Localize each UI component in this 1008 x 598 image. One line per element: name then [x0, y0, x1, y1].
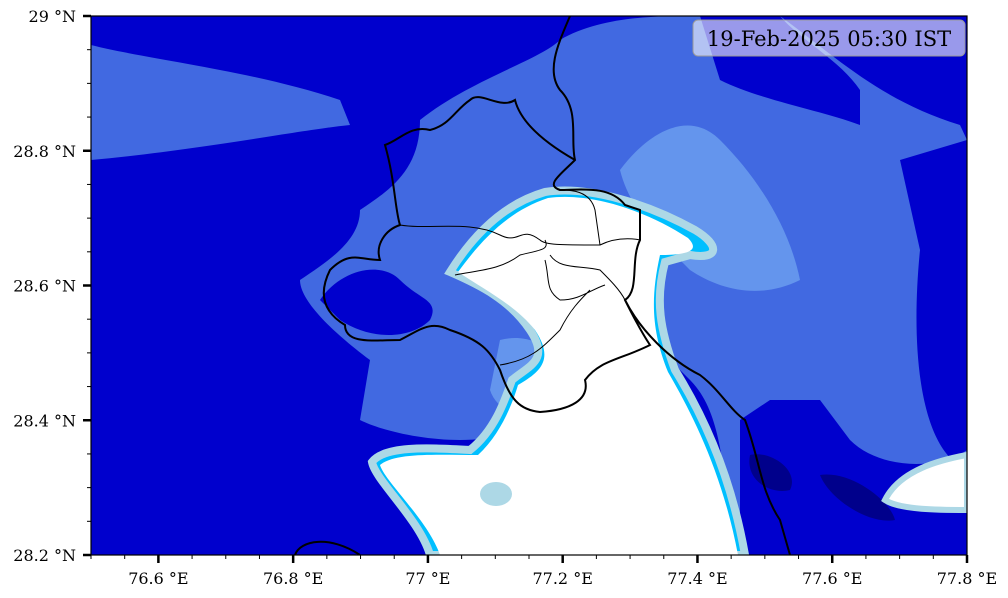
y-tick-label: 28.4 °N	[13, 411, 76, 430]
y-tick-label: 28.8 °N	[13, 142, 76, 161]
x-tick-label: 77.4 °E	[667, 569, 727, 588]
x-tick-label: 77.6 °E	[802, 569, 862, 588]
y-tick-label: 28.6 °N	[13, 277, 76, 296]
axis-ticks	[83, 14, 969, 563]
x-tick-label: 77 °E	[405, 569, 450, 588]
contour-level-6	[380, 196, 738, 555]
y-tick-label: 29 °N	[29, 7, 76, 26]
district-boundaries	[294, 16, 791, 555]
contour-level-6	[881, 451, 967, 513]
contour-level-1	[740, 140, 967, 555]
contour-level-5	[480, 482, 512, 506]
x-tick-label: 76.8 °E	[263, 569, 323, 588]
y-tick-label: 28.2 °N	[13, 546, 76, 565]
timestamp-box: 19-Feb-2025 05:30 IST	[692, 19, 966, 57]
x-tick-label: 77.8 °E	[937, 569, 997, 588]
x-tick-label: 77.2 °E	[532, 569, 592, 588]
contour-level-1	[320, 269, 433, 335]
timestamp-label: 19-Feb-2025 05:30 IST	[707, 27, 951, 51]
contour-level-3	[620, 125, 800, 291]
contour-field	[91, 16, 967, 555]
x-tick-label: 76.6 °E	[128, 569, 188, 588]
contour-level-0	[749, 454, 895, 521]
contour-level-2	[91, 45, 350, 160]
